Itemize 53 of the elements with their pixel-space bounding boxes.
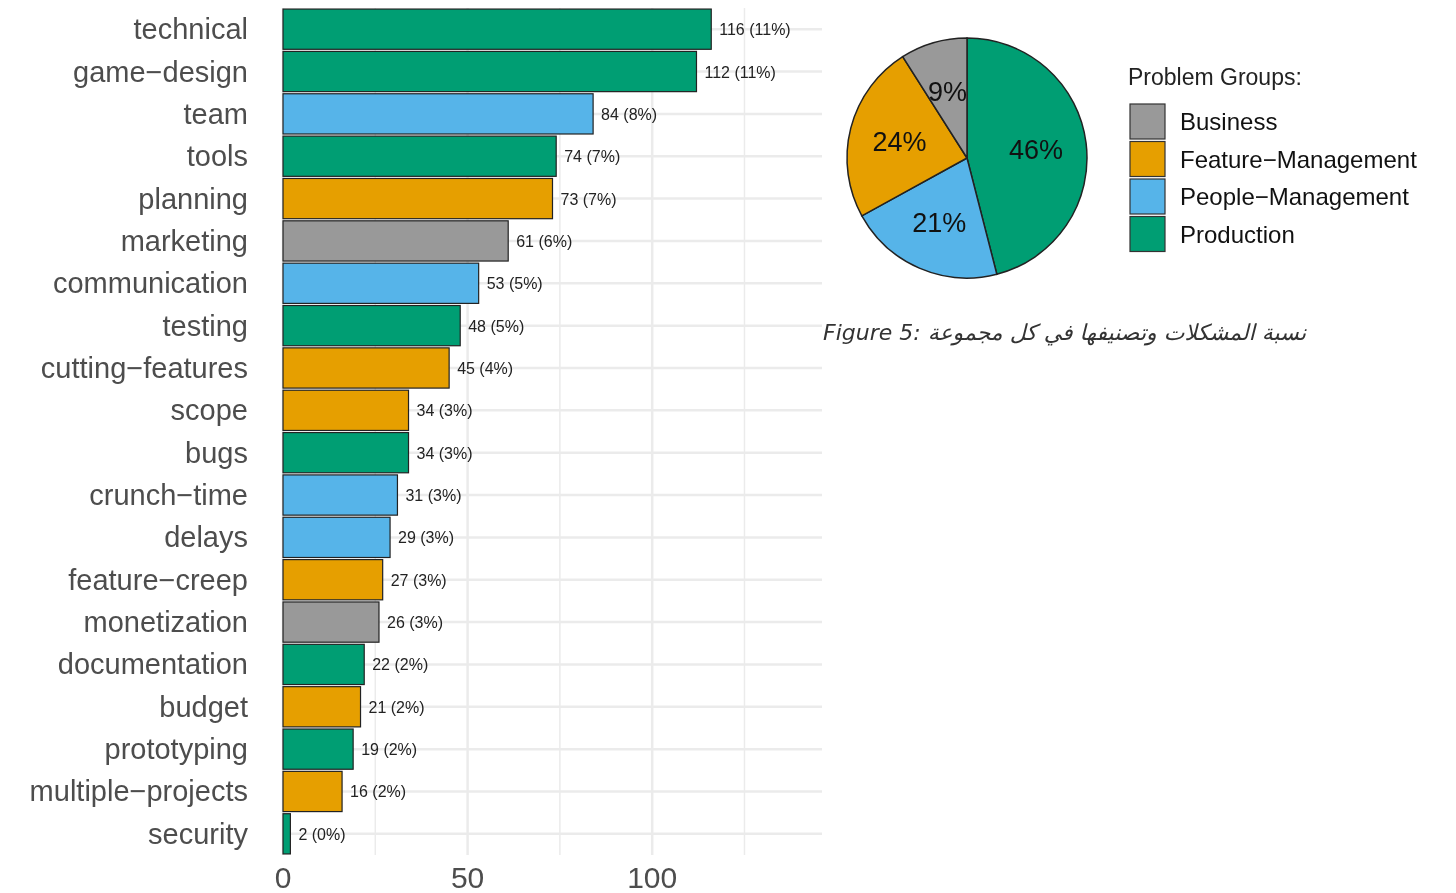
data-label: 9% — [928, 77, 968, 108]
data-label: 73 (7%) — [560, 190, 617, 208]
data-label: 26 (3%) — [386, 614, 444, 632]
y-tick-label: bugs — [185, 436, 248, 469]
caption: Figure 5: نسبة المشكلات وتصنيفها في كل مجموعة — [823, 320, 1307, 346]
y-tick-label: budget — [159, 690, 248, 723]
y-tick-label: delays — [164, 521, 248, 554]
y-tick-label: technical — [133, 13, 248, 46]
data-label: 61 (6%) — [516, 232, 573, 250]
y-tick-label: communication — [52, 267, 248, 300]
y-tick-label: monetization — [83, 606, 248, 639]
data-label: 2 (0%) — [298, 825, 346, 843]
x-tick-label: 50 — [450, 861, 485, 893]
y-tick-label: cutting−features — [40, 351, 248, 384]
y-tick-label: marketing — [120, 224, 248, 257]
data-label: 112 (11%) — [704, 63, 776, 81]
data-label: 74 (7%) — [564, 148, 621, 166]
y-tick-label: testing — [162, 309, 248, 342]
y-tick-label: prototyping — [104, 733, 248, 766]
y-tick-label: planning — [138, 182, 248, 215]
y-tick-label: team — [183, 97, 248, 130]
y-tick-label: security — [148, 817, 249, 850]
data-label: 21 (2%) — [368, 698, 425, 716]
data-label: 19 (2%) — [361, 741, 418, 759]
data-label: 34 (3%) — [416, 444, 473, 462]
data-label: 16 (2%) — [350, 783, 407, 801]
data-label: 27 (3%) — [390, 571, 447, 589]
y-tick-label: tools — [186, 140, 248, 173]
y-tick-label: documentation — [57, 648, 248, 681]
y-tick-label: game−design — [73, 55, 248, 88]
data-label: 22 (2%) — [372, 656, 429, 674]
data-label: 21% — [912, 207, 967, 238]
legend-label: Feature−Management — [1180, 145, 1418, 173]
data-label: 24% — [872, 126, 927, 157]
legend-label: Business — [1180, 108, 1278, 135]
x-tick-label: 0 — [274, 861, 292, 893]
legend-label: Production — [1180, 220, 1295, 248]
legend-label: People−Management — [1180, 183, 1410, 210]
y-tick-label: feature−creep — [68, 563, 248, 596]
y-tick-label: crunch−time — [89, 479, 248, 512]
data-label: 116 (11%) — [719, 21, 791, 39]
data-label: 84 (8%) — [601, 105, 658, 123]
y-tick-label: multiple−projects — [29, 775, 248, 808]
x-tick-label: 100 — [627, 861, 678, 893]
data-label: 34 (3%) — [416, 402, 473, 420]
data-label: 31 (3%) — [405, 487, 462, 505]
data-label: 53 (5%) — [486, 275, 543, 293]
data-label: 46% — [1009, 135, 1064, 166]
data-label: 45 (4%) — [457, 359, 514, 377]
legend-title: Problem Groups: — [1128, 64, 1302, 90]
data-label: 29 (3%) — [398, 529, 455, 547]
y-tick-label: scope — [170, 394, 248, 427]
data-label: 48 (5%) — [468, 317, 525, 335]
